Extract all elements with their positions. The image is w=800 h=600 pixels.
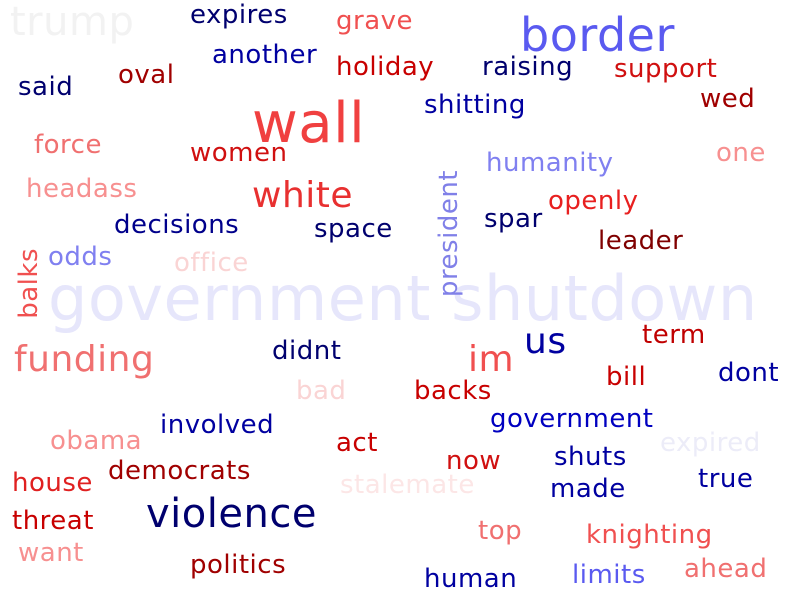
word-shitting: shitting (424, 90, 526, 120)
word-democrats: democrats (108, 456, 251, 486)
word-raising: raising (482, 52, 574, 82)
word-office: office (174, 248, 249, 278)
word-didnt: didnt (272, 336, 342, 366)
word-odds: odds (48, 242, 113, 272)
word-decisions: decisions (114, 210, 240, 240)
word-im: im (468, 339, 515, 380)
word-spar: spar (484, 204, 543, 234)
word-wall: wall (252, 91, 366, 156)
word-government: government (490, 404, 654, 434)
word-top: top (478, 516, 523, 546)
word-want: want (18, 538, 84, 568)
word-balks: balks (14, 248, 44, 319)
word-funding: funding (14, 339, 155, 380)
word-president: president (434, 170, 464, 298)
word-dont: dont (718, 358, 780, 388)
word-term: term (642, 320, 706, 350)
word-ahead: ahead (684, 554, 768, 584)
word-bill: bill (606, 362, 647, 392)
word-government-shutdown: government shutdown (48, 262, 758, 335)
word-leader: leader (598, 226, 684, 256)
word-grave: grave (336, 6, 414, 36)
word-space: space (314, 214, 393, 244)
word-stalemate: stalemate (340, 470, 475, 500)
word-oval: oval (118, 60, 175, 90)
word-involved: involved (160, 410, 275, 440)
word-support: support (614, 54, 718, 84)
word-one: one (716, 138, 766, 168)
word-said: said (18, 72, 74, 102)
word-humanity: humanity (486, 148, 614, 178)
word-women: women (190, 138, 288, 168)
word-white: white (252, 175, 354, 216)
word-obama: obama (50, 426, 143, 456)
word-bad: bad (296, 376, 347, 406)
word-another: another (212, 40, 318, 70)
word-knighting: knighting (586, 520, 713, 550)
word-politics: politics (190, 550, 287, 580)
word-house: house (12, 468, 93, 498)
word-shuts: shuts (554, 442, 627, 472)
word-openly: openly (548, 186, 639, 216)
word-us: us (524, 321, 567, 362)
word-expired: expired (660, 428, 761, 458)
word-act: act (336, 428, 378, 458)
word-backs: backs (414, 376, 492, 406)
word-true: true (698, 464, 754, 494)
word-wed: wed (700, 84, 756, 114)
word-border: border (520, 8, 675, 62)
word-trump: trump (10, 0, 135, 45)
word-human: human (424, 564, 518, 594)
word-holiday: holiday (336, 52, 435, 82)
word-force: force (34, 130, 102, 160)
word-threat: threat (12, 506, 94, 536)
word-now: now (446, 446, 502, 476)
word-made: made (550, 474, 626, 504)
word-violence: violence (146, 491, 317, 537)
word-headass: headass (26, 174, 138, 204)
word-expires: expires (190, 0, 288, 30)
word-limits: limits (572, 560, 646, 590)
